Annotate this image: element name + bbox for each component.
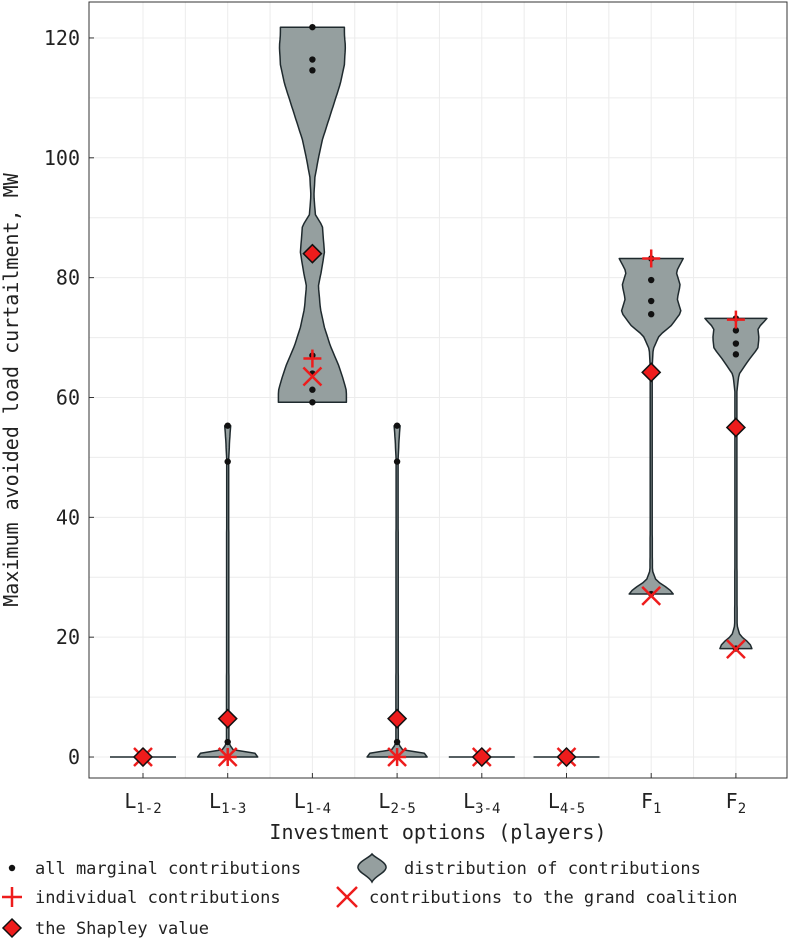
grand-coalition-F2	[726, 639, 746, 660]
legend-symbol-violin	[357, 852, 387, 884]
grand-coalition-F1	[641, 585, 662, 606]
y-tick-label: 20	[56, 625, 80, 649]
grid-lines	[89, 2, 787, 778]
legend-symbol-dot	[8, 864, 16, 872]
legend-item-grand: contributions to the grand coalition	[336, 886, 737, 908]
legend-symbol-diamond	[1, 917, 23, 939]
marginal-dot	[224, 422, 231, 429]
shapley-value-F1	[641, 362, 662, 383]
legend-label: the Shapley value	[35, 919, 209, 939]
grand-coalition-L2-5	[387, 747, 407, 767]
legend-item-shapley: the Shapley value	[1, 917, 209, 939]
marginal-dot	[732, 351, 740, 358]
legend-item-distribution: distribution of contributions	[357, 852, 701, 884]
legend-label: individual contributions	[35, 888, 281, 908]
marginal-dot	[648, 276, 655, 284]
legend-item-marginal: all marginal contributions	[8, 859, 301, 879]
grand-coalition-L1-4	[302, 366, 323, 387]
violin-L1-4	[277, 26, 348, 404]
x-tick-label: L1-2	[124, 789, 161, 817]
marginal-dot	[309, 56, 316, 63]
grand-coalition-L1-3	[217, 747, 238, 767]
legend-label: all marginal contributions	[35, 859, 301, 879]
y-tick-label: 60	[56, 385, 80, 409]
shapley-value-L2-5	[387, 708, 408, 729]
marginal-dot	[309, 67, 316, 74]
x-tick-label: L1-4	[294, 789, 331, 817]
marginal-dot	[648, 297, 655, 305]
shapley-value-L4-5	[556, 746, 577, 768]
violin-F2	[704, 317, 768, 650]
marginal-dot	[309, 399, 316, 406]
marginal-dot	[732, 327, 740, 334]
individual-contribution-L1-4	[303, 349, 322, 368]
legend-label: contributions to the grand coalition	[369, 888, 737, 908]
x-tick-label: L4-5	[548, 789, 585, 817]
y-axis-ticks: 0 20 40 60 80 100 120	[44, 26, 94, 769]
marginal-dot	[393, 738, 401, 746]
marginal-dot	[732, 340, 740, 347]
violin-F1	[618, 257, 684, 595]
x-axis-label: Investment options (players)	[269, 820, 606, 844]
x-tick-label: F2	[726, 789, 746, 817]
shapley-value-L1-4	[302, 243, 323, 264]
y-tick-label: 80	[56, 266, 80, 290]
legend-item-individual: individual contributions	[2, 887, 281, 908]
y-tick-label: 40	[56, 505, 80, 529]
legend-label: distribution of contributions	[404, 859, 701, 879]
shapley-value-L1-3	[217, 708, 238, 729]
y-tick-label: 100	[44, 146, 80, 170]
shapley-value-L1-2	[132, 746, 154, 768]
shapley-value-L3-4	[471, 746, 492, 768]
shapley-value-F2	[725, 417, 746, 438]
y-tick-label: 0	[68, 745, 80, 769]
plot-frame	[88, 1, 788, 779]
y-axis-label: Maximum avoided load curtailment, MW	[0, 172, 23, 606]
marginal-dot	[393, 422, 401, 429]
contribution-markers	[132, 243, 746, 768]
x-axis-ticks: L1-2 L1-3 L1-4 L2-5 L3-4 L4-5 F1 F2	[124, 773, 746, 817]
violins	[110, 26, 768, 758]
x-tick-label: L2-5	[378, 789, 415, 817]
individual-contribution-F1	[642, 249, 661, 268]
y-tick-label: 120	[44, 26, 80, 50]
marginal-dot	[393, 458, 401, 465]
x-tick-label: F1	[641, 789, 661, 817]
marginal-dot	[309, 386, 316, 393]
marginal-dot	[224, 738, 231, 746]
marginal-dot	[224, 458, 231, 465]
x-tick-label: L1-3	[209, 789, 246, 817]
x-tick-label: L3-4	[463, 789, 500, 817]
individual-contribution-F2	[726, 310, 745, 329]
violin-L2-5	[366, 424, 428, 758]
marginal-dot	[309, 23, 316, 31]
legend: all marginal contributions distribution o…	[1, 852, 737, 939]
violin-L1-3	[196, 424, 259, 758]
legend-symbol-cross-b	[336, 886, 358, 908]
marginal-dot	[648, 310, 655, 318]
